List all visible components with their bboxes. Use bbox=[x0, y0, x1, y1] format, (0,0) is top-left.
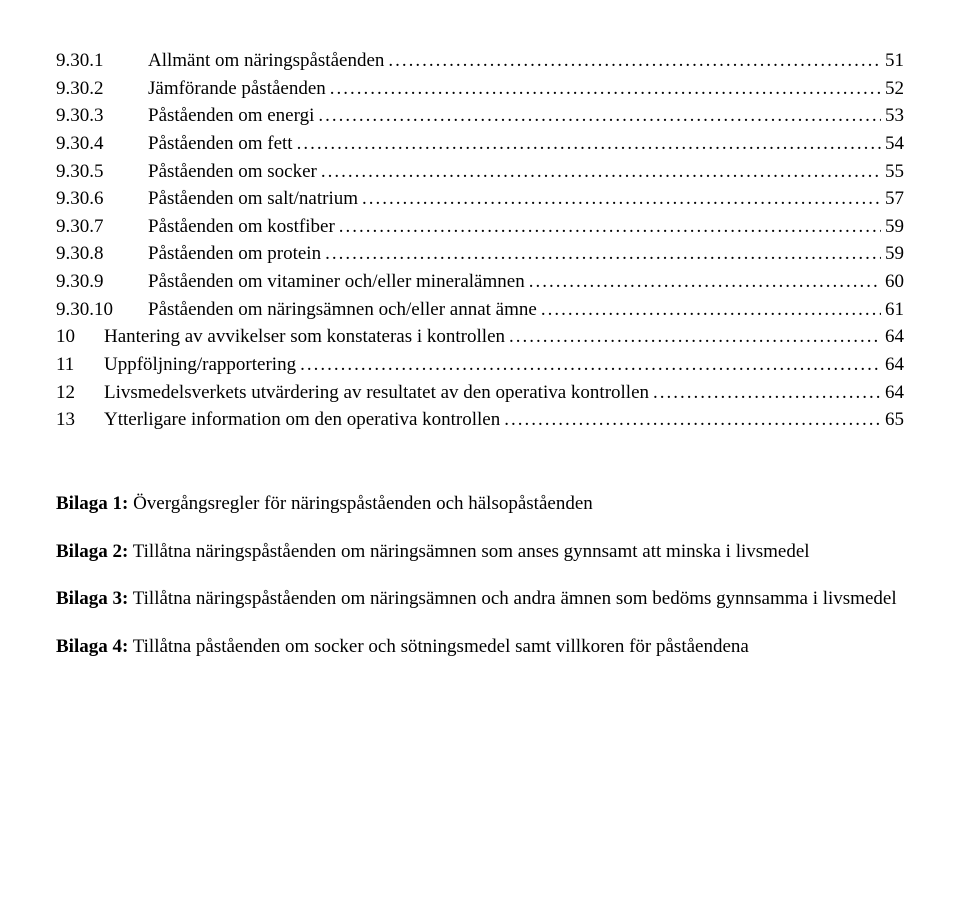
toc-number: 10 bbox=[56, 324, 104, 350]
toc-page: 53 bbox=[885, 103, 904, 129]
appendix-label: Bilaga 2: bbox=[56, 541, 128, 562]
toc-page: 57 bbox=[885, 186, 904, 212]
appendix-text: Tillåtna näringspåståenden om näringsämn… bbox=[128, 541, 809, 562]
toc-leader bbox=[330, 76, 881, 102]
toc-page: 59 bbox=[885, 241, 904, 267]
toc-number: 9.30.8 bbox=[56, 241, 148, 267]
toc-entry: 13 Ytterligare information om den operat… bbox=[56, 407, 904, 433]
toc-title: Livsmedelsverkets utvärdering av resulta… bbox=[104, 380, 649, 406]
appendix-text: Tillåtna påståenden om socker och sötnin… bbox=[128, 636, 749, 657]
toc-leader bbox=[388, 48, 881, 74]
appendix-label: Bilaga 3: bbox=[56, 588, 128, 609]
toc-page: 61 bbox=[885, 297, 904, 323]
toc-title: Påståenden om protein bbox=[148, 241, 321, 267]
toc-leader bbox=[300, 352, 881, 378]
toc-page: 60 bbox=[885, 269, 904, 295]
toc: 9.30.1 Allmänt om näringspåståenden 51 9… bbox=[56, 48, 904, 433]
spacer bbox=[56, 435, 904, 491]
toc-entry: 9.30.3 Påståenden om energi 53 bbox=[56, 103, 904, 129]
toc-entry: 9.30.9 Påståenden om vitaminer och/eller… bbox=[56, 269, 904, 295]
toc-leader bbox=[297, 131, 881, 157]
toc-title: Ytterligare information om den operativa… bbox=[104, 407, 500, 433]
appendix-text: Tillåtna näringspåståenden om näringsämn… bbox=[128, 588, 896, 609]
toc-leader bbox=[318, 103, 881, 129]
appendix-item: Bilaga 1: Övergångsregler för näringspås… bbox=[56, 491, 904, 517]
toc-entry: 12 Livsmedelsverkets utvärdering av resu… bbox=[56, 380, 904, 406]
toc-entry: 9.30.6 Påståenden om salt/natrium 57 bbox=[56, 186, 904, 212]
appendix-text: Övergångsregler för näringspåståenden oc… bbox=[128, 493, 592, 514]
appendix-label: Bilaga 1: bbox=[56, 493, 128, 514]
toc-entry: 9.30.10 Påståenden om näringsämnen och/e… bbox=[56, 297, 904, 323]
toc-title: Allmänt om näringspåståenden bbox=[148, 48, 384, 74]
toc-entry: 9.30.1 Allmänt om näringspåståenden 51 bbox=[56, 48, 904, 74]
toc-title: Påståenden om näringsämnen och/eller ann… bbox=[148, 297, 537, 323]
toc-page: 65 bbox=[885, 407, 904, 433]
toc-entry: 10 Hantering av avvikelser som konstater… bbox=[56, 324, 904, 350]
toc-number: 11 bbox=[56, 352, 104, 378]
toc-entry: 9.30.8 Påståenden om protein 59 bbox=[56, 241, 904, 267]
toc-title: Jämförande påståenden bbox=[148, 76, 326, 102]
toc-number: 9.30.1 bbox=[56, 48, 148, 74]
toc-entry: 11 Uppföljning/rapportering 64 bbox=[56, 352, 904, 378]
toc-number: 9.30.6 bbox=[56, 186, 148, 212]
toc-number: 12 bbox=[56, 380, 104, 406]
appendix-item: Bilaga 4: Tillåtna påståenden om socker … bbox=[56, 634, 904, 660]
toc-title: Hantering av avvikelser som konstateras … bbox=[104, 324, 505, 350]
toc-entry: 9.30.4 Påståenden om fett 54 bbox=[56, 131, 904, 157]
toc-title: Påståenden om kostfiber bbox=[148, 214, 335, 240]
toc-number: 9.30.7 bbox=[56, 214, 148, 240]
toc-leader bbox=[509, 324, 881, 350]
toc-title: Påståenden om vitaminer och/eller minera… bbox=[148, 269, 525, 295]
toc-title: Påståenden om salt/natrium bbox=[148, 186, 358, 212]
toc-number: 9.30.3 bbox=[56, 103, 148, 129]
toc-leader bbox=[325, 241, 881, 267]
appendix-item: Bilaga 3: Tillåtna näringspåståenden om … bbox=[56, 586, 904, 612]
appendix-item: Bilaga 2: Tillåtna näringspåståenden om … bbox=[56, 539, 904, 565]
toc-page: 64 bbox=[885, 380, 904, 406]
toc-page: 64 bbox=[885, 352, 904, 378]
toc-title: Påståenden om socker bbox=[148, 159, 317, 185]
appendix-label: Bilaga 4: bbox=[56, 636, 128, 657]
toc-entry: 9.30.7 Påståenden om kostfiber 59 bbox=[56, 214, 904, 240]
toc-number: 9.30.10 bbox=[56, 297, 148, 323]
toc-entry: 9.30.5 Påståenden om socker 55 bbox=[56, 159, 904, 185]
toc-entry: 9.30.2 Jämförande påståenden 52 bbox=[56, 76, 904, 102]
toc-leader bbox=[529, 269, 881, 295]
toc-page: 52 bbox=[885, 76, 904, 102]
toc-title: Påståenden om fett bbox=[148, 131, 293, 157]
appendices: Bilaga 1: Övergångsregler för näringspås… bbox=[56, 491, 904, 660]
toc-leader bbox=[339, 214, 881, 240]
toc-number: 9.30.5 bbox=[56, 159, 148, 185]
toc-page: 54 bbox=[885, 131, 904, 157]
toc-leader bbox=[321, 159, 881, 185]
toc-page: 51 bbox=[885, 48, 904, 74]
toc-number: 9.30.9 bbox=[56, 269, 148, 295]
toc-page: 55 bbox=[885, 159, 904, 185]
toc-number: 9.30.4 bbox=[56, 131, 148, 157]
toc-leader bbox=[504, 407, 881, 433]
toc-leader bbox=[653, 380, 881, 406]
toc-leader bbox=[362, 186, 881, 212]
toc-number: 9.30.2 bbox=[56, 76, 148, 102]
toc-title: Uppföljning/rapportering bbox=[104, 352, 296, 378]
toc-leader bbox=[541, 297, 881, 323]
toc-page: 64 bbox=[885, 324, 904, 350]
toc-title: Påståenden om energi bbox=[148, 103, 314, 129]
toc-page: 59 bbox=[885, 214, 904, 240]
toc-number: 13 bbox=[56, 407, 104, 433]
